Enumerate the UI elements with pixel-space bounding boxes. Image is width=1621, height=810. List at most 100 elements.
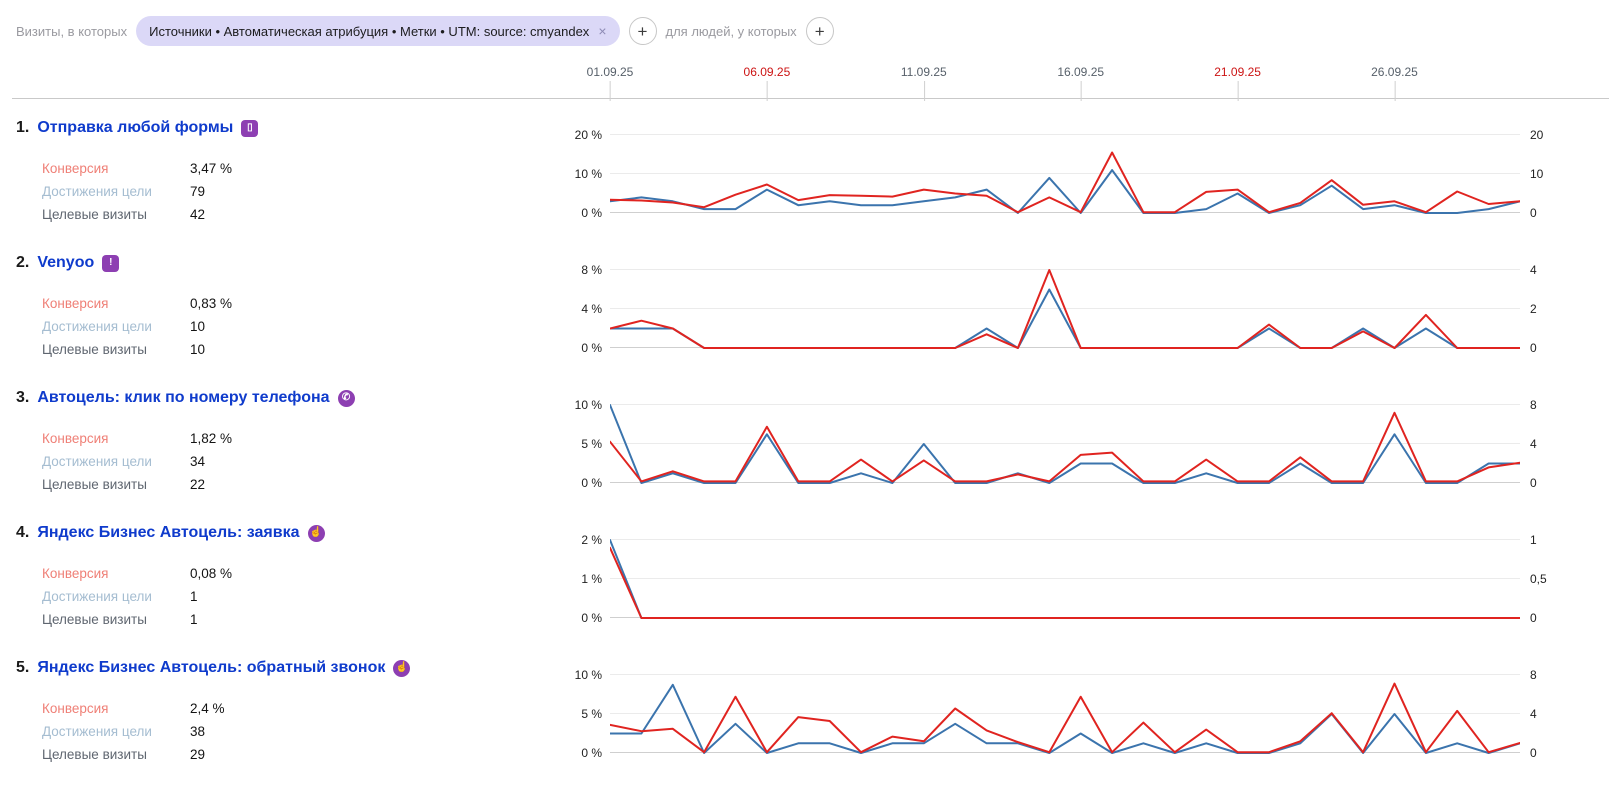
people-filter-label: для людей, у которых	[665, 23, 797, 39]
goal-row: 4. Яндекс Бизнес Автоцель: заявка ☝ Конв…	[0, 516, 1621, 651]
target-visits-label: Целевые визиты	[42, 342, 147, 357]
goal-row: 1. Отправка любой формы ▯ Конверсия 3,47 …	[0, 111, 1621, 246]
conversion-chart: 2 % 1 % 0 % 1 0,5 0	[560, 533, 1566, 625]
target-visits-label: Целевые визиты	[42, 207, 147, 222]
filter-bar: Визиты, в которых Источники • Автоматиче…	[0, 0, 1621, 46]
chip-close-icon[interactable]: ×	[598, 23, 607, 39]
target-visits-value: 42	[190, 207, 206, 222]
conversion-label: Конверсия	[42, 161, 109, 176]
chart-right-axis: 1 0,5 0	[1520, 533, 1566, 625]
right-axis-label: 2	[1530, 302, 1537, 316]
goals-list: 1. Отправка любой формы ▯ Конверсия 3,47 …	[0, 111, 1621, 786]
left-axis-label: 10 %	[574, 398, 602, 412]
conversion-chart: 10 % 5 % 0 % 8 4 0	[560, 398, 1566, 490]
goal-stats: Конверсия 2,4 % Достижения цели 38 Целевые…	[42, 697, 225, 766]
conversion-value: 1,82 %	[190, 431, 233, 446]
left-axis-label: 4 %	[581, 302, 602, 316]
chart-left-axis: 8 % 4 % 0 %	[560, 263, 610, 355]
phone-icon: ✆	[337, 389, 355, 407]
target-visits-label: Целевые визиты	[42, 612, 147, 627]
right-axis-label: 10	[1530, 167, 1544, 181]
goal-title-link[interactable]: Автоцель: клик по номеру телефона	[37, 389, 330, 406]
left-axis-label: 0 %	[581, 206, 602, 220]
right-axis-label: 4	[1530, 707, 1537, 721]
chart-plot	[610, 269, 1520, 349]
goal-title-link[interactable]: Яндекс Бизнес Автоцель: обратный звонок	[37, 659, 386, 676]
conversion-value: 0,83 %	[190, 296, 233, 311]
goal-reaches-label: Достижения цели	[42, 724, 152, 739]
chart-plot	[610, 134, 1520, 214]
chart-left-axis: 10 % 5 % 0 %	[560, 668, 610, 760]
goal-number: 2.	[16, 254, 30, 271]
filter-chip[interactable]: Источники • Автоматическая атрибуция • М…	[136, 16, 620, 46]
conversion-label: Конверсия	[42, 701, 109, 716]
form-icon: ▯	[241, 119, 259, 137]
visits-filter-label: Визиты, в которых	[16, 23, 128, 39]
conversion-chart: 8 % 4 % 0 % 4 2 0	[560, 263, 1566, 355]
right-axis-label: 4	[1530, 263, 1537, 277]
goal-reaches-value: 34	[190, 454, 206, 469]
goal-header: 5. Яндекс Бизнес Автоцель: обратный звон…	[16, 659, 411, 677]
right-axis-label: 4	[1530, 437, 1537, 451]
chart-left-axis: 10 % 5 % 0 %	[560, 398, 610, 490]
add-visit-condition-button[interactable]: +	[628, 17, 657, 45]
goal-stats: Конверсия 0,08 % Достижения цели 1 Целевые…	[42, 562, 232, 631]
conversion-value: 2,4 %	[190, 701, 225, 716]
conversion-value: 0,08 %	[190, 566, 233, 581]
target-visits-label: Целевые визиты	[42, 477, 147, 492]
goal-reaches-value: 10	[190, 319, 206, 334]
right-axis-label: 0	[1530, 746, 1537, 760]
goal-row: 2. Venyoo ! Конверсия 0,83 % Достижения ц…	[0, 246, 1621, 381]
goal-title-link[interactable]: Яндекс Бизнес Автоцель: заявка	[37, 524, 300, 541]
goal-header: 2. Venyoo !	[16, 254, 120, 272]
conversion-label: Конверсия	[42, 431, 109, 446]
date-tick: 16.09.25	[1057, 65, 1104, 101]
goal-header: 1. Отправка любой формы ▯	[16, 119, 259, 137]
goal-title-link[interactable]: Отправка любой формы	[37, 119, 234, 136]
goal-stats: Конверсия 0,83 % Достижения цели 10 Целевы…	[42, 292, 232, 361]
add-people-condition-button[interactable]: +	[805, 17, 834, 45]
goal-reaches-value: 79	[190, 184, 206, 199]
conversion-value: 3,47 %	[190, 161, 233, 176]
goal-reaches-label: Достижения цели	[42, 319, 152, 334]
goal-number: 5.	[16, 659, 30, 676]
goal-reaches-value: 38	[190, 724, 206, 739]
goal-title-link[interactable]: Venyoo	[37, 254, 95, 271]
chart-right-axis: 20 10 0	[1520, 128, 1566, 220]
conversion-chart: 10 % 5 % 0 % 8 4 0	[560, 668, 1566, 760]
left-axis-label: 0 %	[581, 611, 602, 625]
left-axis-label: 2 %	[581, 533, 602, 547]
right-axis-label: 0	[1530, 476, 1537, 490]
chart-plot	[610, 404, 1520, 484]
goal-reaches-label: Достижения цели	[42, 589, 152, 604]
left-axis-label: 8 %	[581, 263, 602, 277]
chart-plot	[610, 539, 1520, 619]
right-axis-label: 1	[1530, 533, 1537, 547]
left-axis-label: 1 %	[581, 572, 602, 586]
left-axis-label: 0 %	[581, 476, 602, 490]
target-visits-value: 22	[190, 477, 206, 492]
date-tick: 01.09.25	[587, 65, 633, 101]
right-axis-label: 0	[1530, 611, 1537, 625]
filter-chip-text: Источники • Автоматическая атрибуция • М…	[149, 23, 590, 39]
date-axis-header: 01.09.25 06.09.25 11.09.25 16.09.25 21.09.25…	[12, 62, 1609, 101]
left-axis-label: 5 %	[581, 437, 602, 451]
target-visits-label: Целевые визиты	[42, 747, 147, 762]
goal-header: 3. Автоцель: клик по номеру телефона ✆	[16, 389, 355, 407]
right-axis-label: 20	[1530, 128, 1544, 142]
goal-stats: Конверсия 3,47 % Достижения цели 79 Целевы…	[42, 157, 232, 226]
goal-row: 5. Яндекс Бизнес Автоцель: обратный звон…	[0, 651, 1621, 786]
chart-right-axis: 8 4 0	[1520, 668, 1566, 760]
date-tick: 11.09.25	[901, 65, 947, 101]
right-axis-label: 0	[1530, 341, 1537, 355]
goal-reaches-label: Достижения цели	[42, 454, 152, 469]
conversion-label: Конверсия	[42, 296, 109, 311]
left-axis-label: 10 %	[574, 167, 602, 181]
goal-number: 1.	[16, 119, 30, 136]
right-axis-label: 0,5	[1530, 572, 1547, 586]
goal-header: 4. Яндекс Бизнес Автоцель: заявка ☝	[16, 524, 325, 542]
target-visits-value: 29	[190, 747, 206, 762]
right-axis-label: 8	[1530, 398, 1537, 412]
goal-reaches-value: 1	[190, 589, 198, 604]
